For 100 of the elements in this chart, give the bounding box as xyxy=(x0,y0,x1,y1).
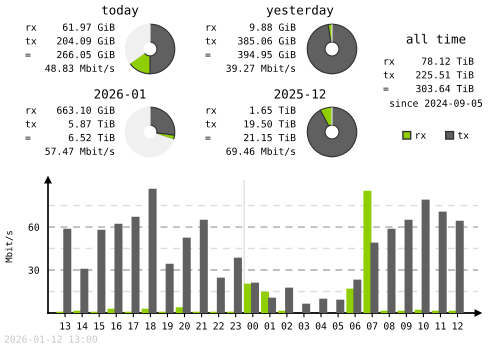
x-tick-label: 12 xyxy=(452,322,463,330)
bar xyxy=(182,238,191,313)
text: rx xyxy=(206,108,216,114)
y-axis-title: Mbit/s xyxy=(5,231,14,262)
x-tick-label: 16 xyxy=(112,322,122,330)
bar xyxy=(261,292,270,313)
bar xyxy=(404,220,413,313)
text: 266.05 GiB xyxy=(57,50,115,58)
text: since 2024-09-05 xyxy=(390,99,482,107)
donut-slice xyxy=(149,106,176,136)
text: 19.50 TiB xyxy=(244,120,296,128)
bar xyxy=(97,230,106,313)
bar xyxy=(319,298,328,313)
bar xyxy=(132,216,140,313)
text: rx xyxy=(26,108,36,114)
x-tick-label: 18 xyxy=(146,322,156,330)
legend-label: tx xyxy=(458,132,469,139)
bar xyxy=(387,228,396,313)
text: 78.12 TiB xyxy=(422,57,474,65)
text: 9.88 GiB xyxy=(250,23,296,31)
text: tx xyxy=(26,38,36,44)
x-tick-label: 20 xyxy=(179,322,190,330)
bar xyxy=(234,258,242,313)
x-tick-label: 15 xyxy=(94,322,104,330)
chart-title: 2026-01 xyxy=(94,89,146,99)
bar xyxy=(370,242,378,313)
x-tick-label: 13 xyxy=(60,322,70,330)
bar xyxy=(438,212,447,313)
text: 48.83 Mbit/s xyxy=(45,64,114,73)
text: 1.65 TiB xyxy=(250,106,296,114)
text: tx xyxy=(206,120,216,128)
bar xyxy=(268,298,276,313)
bar xyxy=(148,188,157,313)
x-tick-label: 08 xyxy=(384,322,394,330)
bar xyxy=(336,300,344,313)
bar xyxy=(456,220,464,313)
text: 204.09 GiB xyxy=(57,37,115,45)
bar xyxy=(363,190,372,313)
x-tick-label: 03 xyxy=(298,322,310,330)
bar xyxy=(422,200,430,313)
text: = xyxy=(205,54,210,56)
donut-slice xyxy=(306,106,358,158)
x-tick-label: 07 xyxy=(366,322,378,330)
x-tick-label: 23 xyxy=(230,322,241,330)
text: 21.15 TiB xyxy=(244,134,296,142)
x-tick-label: 05 xyxy=(332,322,344,330)
bar xyxy=(63,228,72,313)
text: tx xyxy=(206,38,216,44)
text: rx xyxy=(206,25,216,31)
text: 61.97 GiB xyxy=(62,23,115,31)
x-tick-label: 17 xyxy=(128,322,138,330)
bar xyxy=(353,280,362,313)
chart-title: 2025-12 xyxy=(274,89,326,99)
bar xyxy=(285,288,294,313)
bar xyxy=(114,224,122,313)
x-tick-label: 19 xyxy=(162,322,173,330)
x-tick-label: 01 xyxy=(264,322,276,330)
text: 6.52 TiB xyxy=(68,134,115,142)
x-tick-label: 06 xyxy=(350,322,360,330)
y-tick-label: 60 xyxy=(28,224,40,231)
bar xyxy=(80,268,88,313)
text: rx xyxy=(26,25,36,31)
bar xyxy=(250,282,259,313)
x-tick-label: 22 xyxy=(214,322,224,330)
text: 57.47 Mbit/s xyxy=(45,147,114,156)
text: all time xyxy=(406,34,466,44)
y-tick-label: 30 xyxy=(28,266,40,274)
legend-label: rx xyxy=(416,133,426,139)
donut-slice xyxy=(306,24,358,74)
bar xyxy=(200,220,208,313)
text: 385.06 GiB xyxy=(238,37,296,45)
text: tx xyxy=(26,120,36,128)
x-tick-label: 10 xyxy=(418,322,429,330)
chart-title: yesterday xyxy=(266,4,334,18)
text: 663.10 GiB xyxy=(57,106,115,114)
donut-slice xyxy=(124,106,174,158)
bar xyxy=(302,304,310,313)
x-tick-label: 14 xyxy=(77,322,88,330)
x-tick-label: 02 xyxy=(282,322,292,330)
x-tick-label: 09 xyxy=(401,322,412,330)
text: = xyxy=(383,88,388,90)
x-tick-label: 21 xyxy=(196,322,207,330)
bar xyxy=(166,264,174,313)
text: 69.46 Mbit/s xyxy=(226,147,296,156)
text: = xyxy=(205,136,210,140)
text: = xyxy=(25,136,30,140)
text: rx xyxy=(384,59,394,65)
bar xyxy=(216,278,225,313)
text: 303.64 TiB xyxy=(416,84,474,92)
donut-slice xyxy=(124,24,151,64)
x-tick-label: 11 xyxy=(436,322,446,330)
text: 39.27 Mbit/s xyxy=(226,64,296,73)
x-tick-label: 00 xyxy=(248,322,258,330)
text: tx xyxy=(384,72,394,78)
chart-title: today xyxy=(102,4,138,18)
text: = xyxy=(25,54,30,56)
text: 394.95 GiB xyxy=(238,50,296,58)
text: 225.51 TiB xyxy=(416,71,474,79)
x-tick-label: 04 xyxy=(316,322,326,330)
text: 5.87 TiB xyxy=(68,120,115,128)
